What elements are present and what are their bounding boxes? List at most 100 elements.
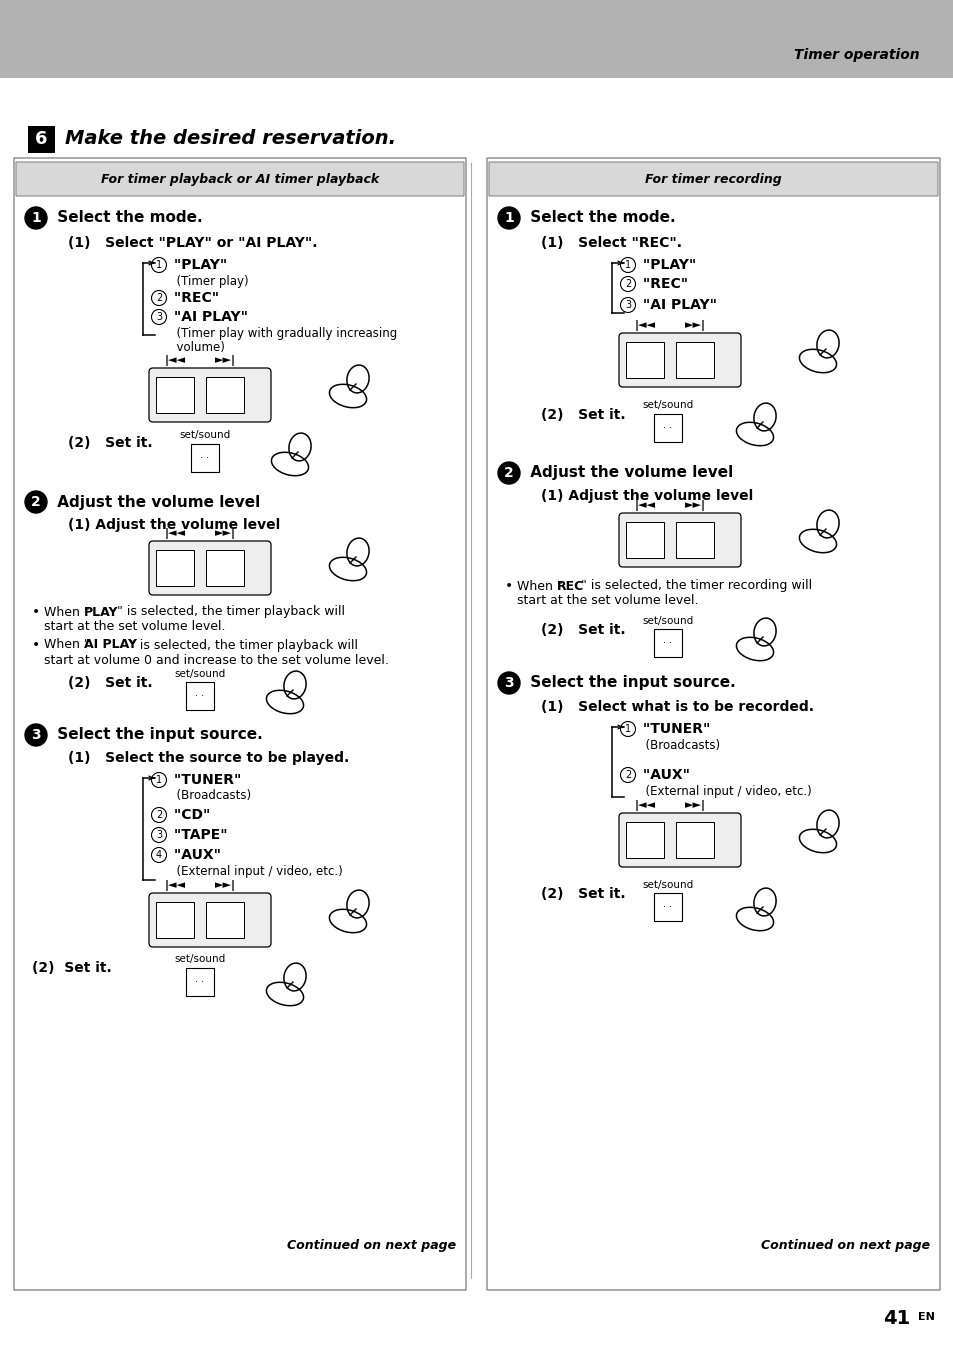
Text: (2)   Set it.: (2) Set it. [68,676,152,690]
Text: (1)   Select the source to be played.: (1) Select the source to be played. [68,750,349,765]
FancyBboxPatch shape [654,894,681,921]
Text: (2)  Set it.: (2) Set it. [32,961,112,975]
Text: |◄◄: |◄◄ [634,500,655,511]
Text: 4: 4 [155,850,162,860]
FancyBboxPatch shape [625,822,663,859]
FancyBboxPatch shape [654,629,681,657]
FancyBboxPatch shape [676,522,713,558]
Text: volume): volume) [169,342,225,354]
Text: 1: 1 [624,725,630,734]
Text: Select the mode.: Select the mode. [524,211,675,226]
Text: 2: 2 [155,810,162,821]
Text: (External input / video, etc.): (External input / video, etc.) [169,864,342,877]
FancyBboxPatch shape [206,377,244,412]
Text: · ·: · · [662,638,672,648]
Text: REC: REC [557,580,583,592]
Text: ►►|: ►►| [684,500,705,511]
Text: ►►|: ►►| [684,320,705,331]
Text: start at the set volume level.: start at the set volume level. [44,621,225,634]
Text: When ": When " [44,638,90,652]
Text: ►►|: ►►| [684,800,705,811]
Text: Timer operation: Timer operation [794,49,919,62]
Text: Select the input source.: Select the input source. [52,727,262,742]
Text: 1: 1 [624,260,630,270]
Text: 3: 3 [155,830,162,840]
Text: "TAPE": "TAPE" [169,827,228,842]
Text: "AI PLAY": "AI PLAY" [169,310,248,324]
FancyBboxPatch shape [186,681,213,710]
FancyBboxPatch shape [28,126,55,153]
Text: 1: 1 [31,211,41,224]
Text: 2: 2 [624,279,631,289]
Text: •: • [32,638,40,652]
Text: When ": When " [44,606,90,618]
Text: "AI PLAY": "AI PLAY" [638,297,717,312]
Text: Adjust the volume level: Adjust the volume level [52,495,260,510]
FancyBboxPatch shape [206,902,244,938]
Text: 1: 1 [155,260,162,270]
FancyBboxPatch shape [156,902,193,938]
FancyBboxPatch shape [16,162,463,196]
Text: PLAY: PLAY [84,606,118,618]
Text: start at the set volume level.: start at the set volume level. [517,595,698,607]
Text: · ·: · · [195,977,204,987]
Text: (2)   Set it.: (2) Set it. [540,623,625,637]
Text: "AUX": "AUX" [169,848,221,863]
FancyBboxPatch shape [206,550,244,585]
Text: 3: 3 [503,676,514,690]
Text: AI PLAY: AI PLAY [84,638,137,652]
Text: (Broadcasts): (Broadcasts) [169,790,251,803]
Text: (2)   Set it.: (2) Set it. [540,887,625,900]
Text: •: • [32,604,40,619]
Circle shape [25,725,47,746]
FancyBboxPatch shape [654,414,681,442]
FancyBboxPatch shape [625,342,663,379]
Text: (1) Adjust the volume level: (1) Adjust the volume level [68,518,280,531]
Text: (1)   Select what is to be recorded.: (1) Select what is to be recorded. [540,700,813,714]
FancyBboxPatch shape [186,968,213,996]
Text: Adjust the volume level: Adjust the volume level [524,465,733,480]
FancyBboxPatch shape [489,162,937,196]
Text: (2)   Set it.: (2) Set it. [540,408,625,422]
Text: 1: 1 [155,775,162,786]
Text: set/sound: set/sound [641,617,693,626]
FancyBboxPatch shape [0,78,953,100]
FancyBboxPatch shape [676,342,713,379]
Text: · ·: · · [195,691,204,700]
Circle shape [497,672,519,694]
Text: " is selected, the timer playback will: " is selected, the timer playback will [130,638,357,652]
Text: When ": When " [517,580,562,592]
Text: · ·: · · [662,423,672,433]
Text: 2: 2 [31,495,41,508]
Text: For timer recording: For timer recording [644,173,781,185]
FancyBboxPatch shape [191,443,219,472]
Text: set/sound: set/sound [179,430,231,439]
Text: set/sound: set/sound [641,880,693,890]
Text: Continued on next page: Continued on next page [287,1238,456,1252]
Text: 3: 3 [31,727,41,742]
Text: · ·: · · [200,453,210,462]
FancyBboxPatch shape [625,522,663,558]
Text: 1: 1 [503,211,514,224]
Circle shape [25,207,47,228]
Text: 2: 2 [624,771,631,780]
FancyBboxPatch shape [156,377,193,412]
Text: |◄◄: |◄◄ [164,356,185,366]
FancyBboxPatch shape [149,894,271,946]
Text: 2: 2 [503,466,514,480]
Text: EN: EN [917,1311,934,1322]
Text: "REC": "REC" [169,291,219,306]
Text: "CD": "CD" [169,808,211,822]
Text: 3: 3 [155,312,162,322]
FancyBboxPatch shape [0,0,953,78]
Text: (External input / video, etc.): (External input / video, etc.) [638,784,811,798]
Text: "PLAY": "PLAY" [169,258,227,272]
FancyBboxPatch shape [676,822,713,859]
Text: (Broadcasts): (Broadcasts) [638,738,720,752]
Text: 41: 41 [882,1309,909,1328]
Text: 6: 6 [35,130,48,147]
Text: "REC": "REC" [638,277,687,291]
FancyBboxPatch shape [149,541,271,595]
Text: •: • [504,579,513,594]
Text: start at volume 0 and increase to the set volume level.: start at volume 0 and increase to the se… [44,653,389,667]
